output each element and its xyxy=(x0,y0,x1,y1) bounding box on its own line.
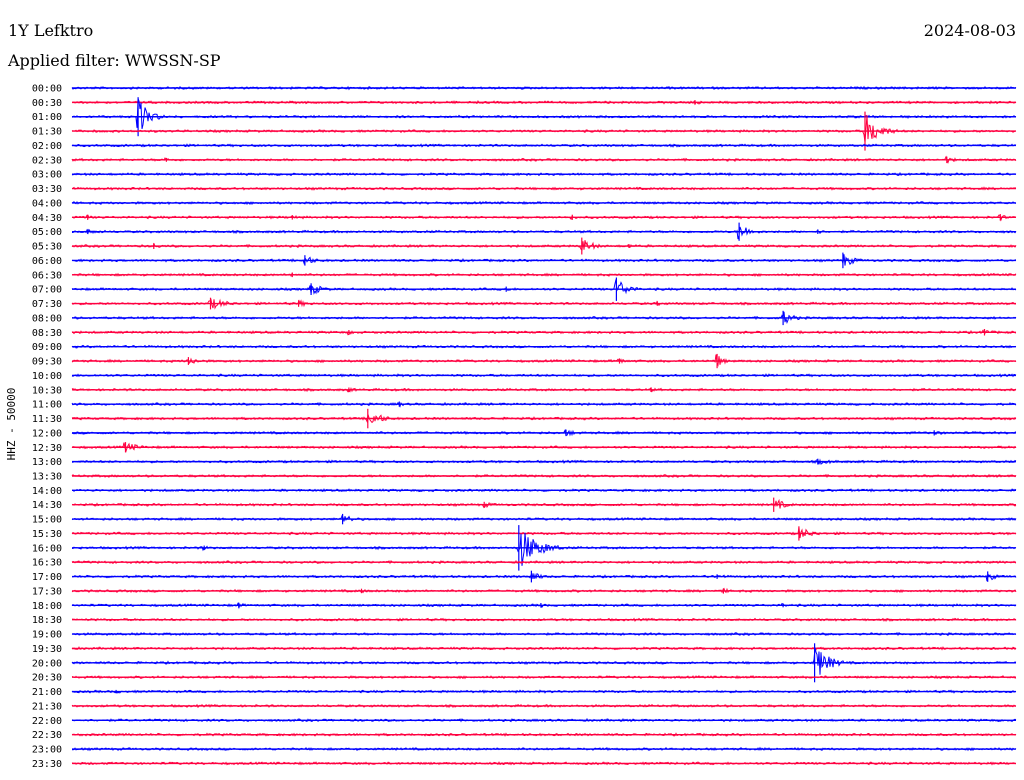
tick-label: 03:30 xyxy=(32,184,62,195)
tick-label: 14:00 xyxy=(32,486,62,497)
tick-label: 10:30 xyxy=(32,385,62,396)
tick-label: 11:30 xyxy=(32,414,62,425)
channel-label: HHZ - 50000 xyxy=(5,388,18,461)
tick-label: 00:00 xyxy=(32,84,62,95)
tick-label: 13:30 xyxy=(32,471,62,482)
tick-label: 16:00 xyxy=(32,543,62,554)
trace-line xyxy=(71,354,1017,367)
tick-label: 18:30 xyxy=(32,615,62,626)
trace-line xyxy=(71,114,1017,143)
tick-label: 16:30 xyxy=(32,558,62,569)
tick-label: 01:00 xyxy=(32,112,62,123)
trace-line xyxy=(71,527,1017,539)
tick-label: 12:00 xyxy=(32,428,62,439)
tick-label: 23:30 xyxy=(32,759,62,770)
tick-label: 04:00 xyxy=(32,198,62,209)
trace-line xyxy=(71,311,1017,324)
tick-label: 09:30 xyxy=(32,357,62,368)
trace-line xyxy=(71,240,1017,251)
tick-label: 17:00 xyxy=(32,572,62,583)
tick-label: 06:00 xyxy=(32,256,62,267)
tick-label: 20:00 xyxy=(32,658,62,669)
tick-label: 12:30 xyxy=(32,443,62,454)
tick-label: 21:30 xyxy=(32,701,62,712)
filter-label: Applied filter: WWSSN-SP xyxy=(8,51,221,70)
tick-label: 08:00 xyxy=(32,313,62,324)
tick-label: 11:00 xyxy=(32,400,62,411)
tick-label: 15:30 xyxy=(32,529,62,540)
trace-line xyxy=(72,226,1017,240)
tick-label: 18:00 xyxy=(32,601,62,612)
tick-label: 20:30 xyxy=(32,673,62,684)
tick-label: 02:30 xyxy=(32,155,62,166)
tick-label: 05:00 xyxy=(32,227,62,238)
tick-label: 08:30 xyxy=(32,328,62,339)
station-title: 1Y Lefktro xyxy=(8,21,94,40)
filter-prefix: Applied filter: xyxy=(8,51,120,70)
trace-line xyxy=(71,532,1017,566)
tick-label: 05:30 xyxy=(32,242,62,253)
tick-label: 15:00 xyxy=(32,515,62,526)
tick-label: 01:30 xyxy=(32,127,62,138)
tick-label: 21:00 xyxy=(32,687,62,698)
filter-name: WWSSN-SP xyxy=(124,51,221,70)
tick-label: 13:00 xyxy=(32,457,62,468)
tick-label: 17:30 xyxy=(32,586,62,597)
time-tick-labels: 00:00 00:30 01:00 01:30 02:00 02:30 03:00 03:30… xyxy=(32,84,62,770)
tick-label: 09:00 xyxy=(32,342,62,353)
date-label: 2024-08-03 xyxy=(923,21,1016,40)
tick-label: 00:30 xyxy=(32,98,62,109)
trace-lines xyxy=(71,85,1017,766)
tick-label: 22:00 xyxy=(32,716,62,727)
tick-label: 06:30 xyxy=(32,270,62,281)
trace-line xyxy=(71,279,1017,295)
tick-label: 07:30 xyxy=(32,299,62,310)
tick-label: 02:00 xyxy=(32,141,62,152)
tick-label: 03:00 xyxy=(32,170,62,181)
tick-label: 23:00 xyxy=(32,745,62,756)
tick-label: 22:30 xyxy=(32,730,62,741)
tick-label: 14:30 xyxy=(32,500,62,511)
tick-label: 07:00 xyxy=(32,285,62,296)
tick-label: 10:00 xyxy=(32,371,62,382)
tick-label: 19:30 xyxy=(32,644,62,655)
tick-label: 19:00 xyxy=(32,630,62,641)
trace-line xyxy=(71,647,1017,675)
tick-label: 04:30 xyxy=(32,213,62,224)
